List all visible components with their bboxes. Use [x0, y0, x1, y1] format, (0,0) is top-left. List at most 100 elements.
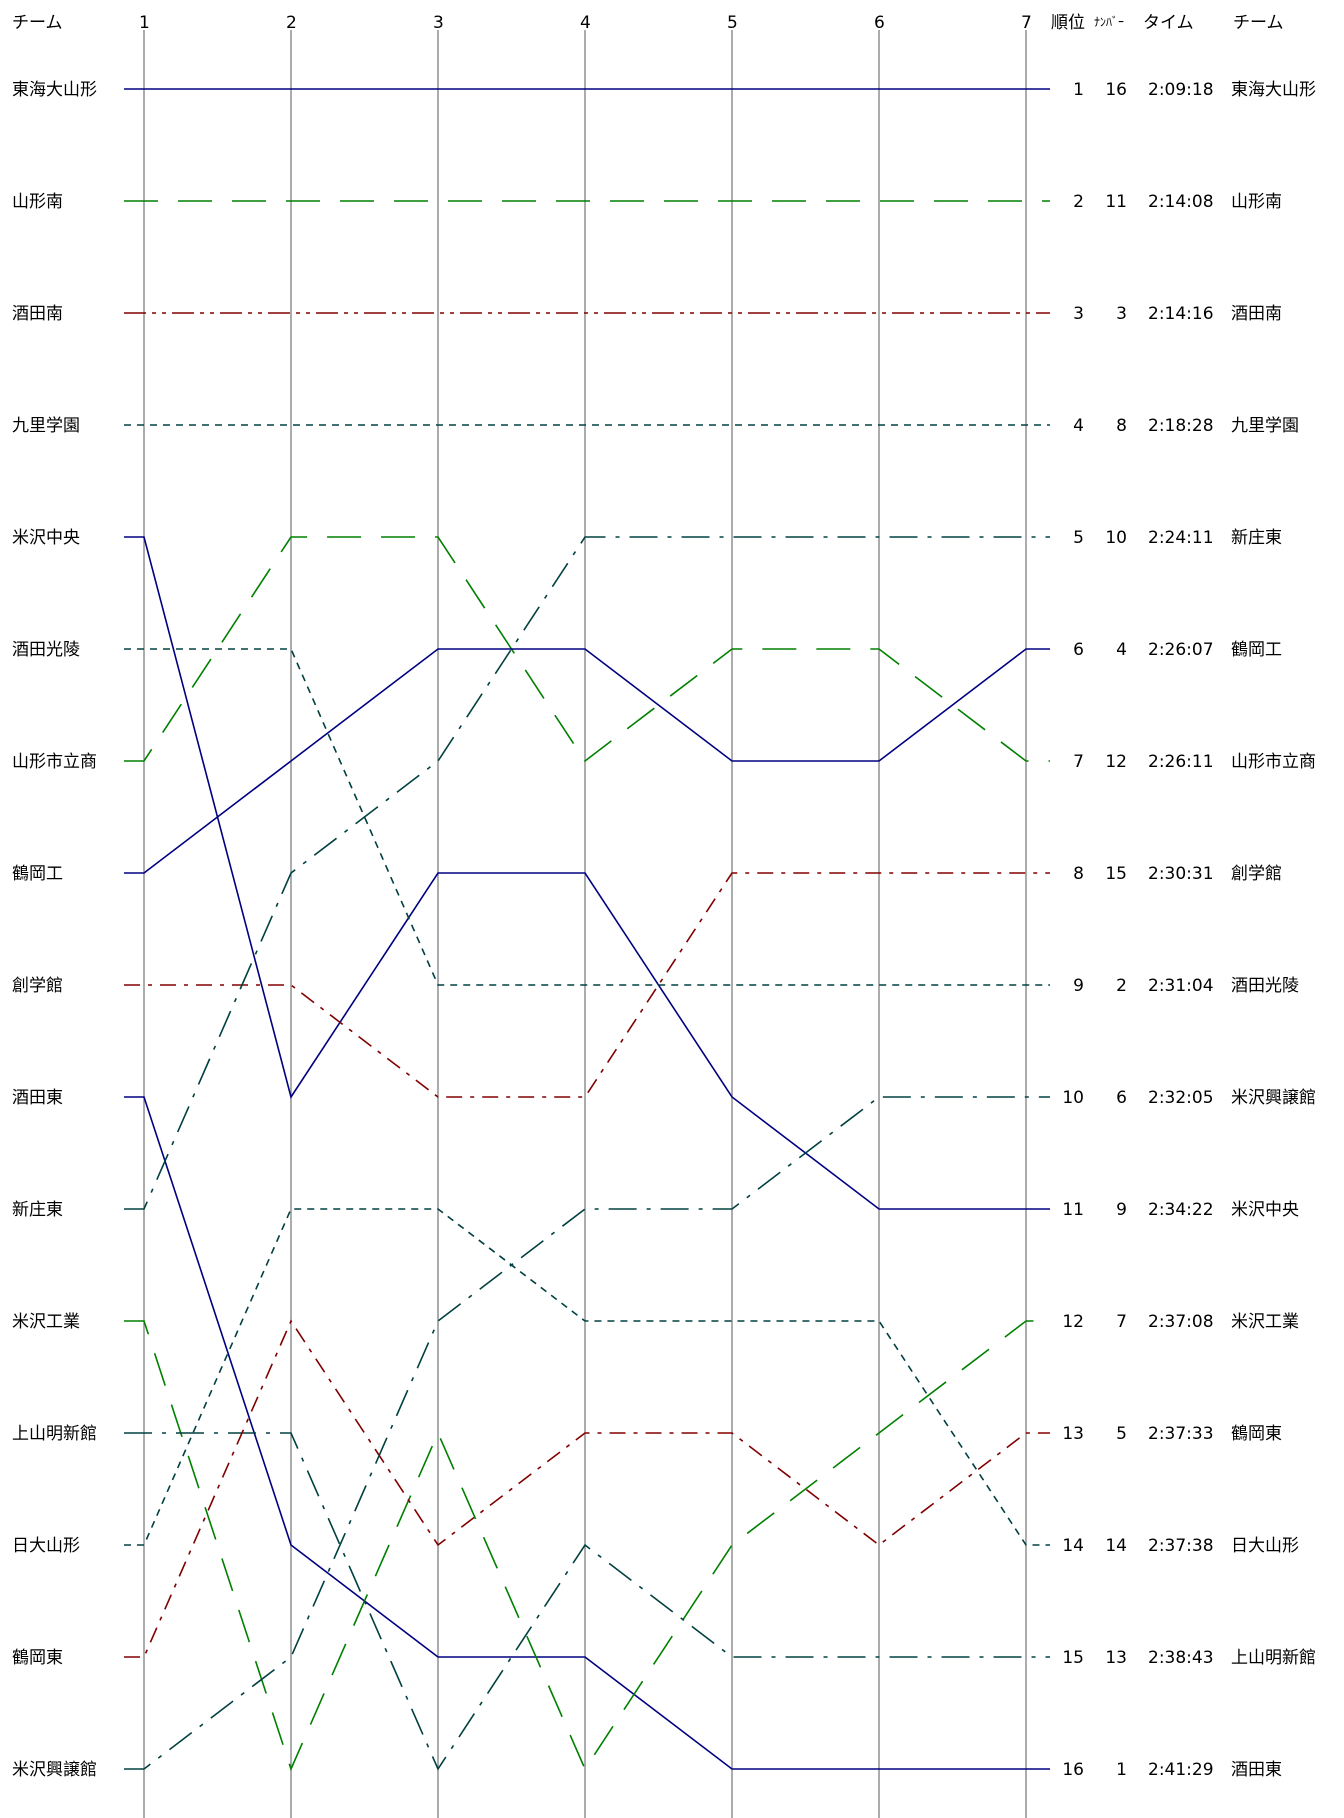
section-label-6: 6: [874, 13, 885, 33]
start-team-label: 九里学園: [12, 416, 80, 436]
final-rank: 6: [1073, 640, 1084, 660]
section-label-3: 3: [433, 13, 444, 33]
team-line-7: [124, 536, 1050, 763]
team-number: 12: [1105, 752, 1127, 772]
start-team-label: 新庄東: [12, 1200, 63, 1220]
start-team-label: 山形市立商: [12, 752, 97, 772]
team-line-5: [124, 536, 1050, 1210]
team-number: 6: [1116, 1088, 1127, 1108]
section-label-2: 2: [286, 13, 297, 33]
start-team-label: 米沢興譲館: [12, 1760, 97, 1780]
team-line-15: [124, 1319, 1050, 1658]
team-number: 3: [1116, 304, 1127, 324]
team-lines: [124, 88, 1050, 1772]
finish-time: 2:38:43: [1148, 1648, 1214, 1668]
final-team-name: 酒田東: [1231, 1760, 1282, 1780]
finish-time: 2:18:28: [1148, 416, 1214, 436]
finish-time: 2:37:08: [1148, 1312, 1214, 1332]
final-rank: 12: [1062, 1312, 1084, 1332]
team-line-14: [124, 1208, 1050, 1546]
team-number: 14: [1105, 1536, 1127, 1556]
start-team-label: 鶴岡工: [12, 864, 63, 884]
team-number: 4: [1116, 640, 1127, 660]
team-number: 13: [1105, 1648, 1127, 1668]
final-rank: 5: [1073, 528, 1084, 548]
final-team-name: 日大山形: [1231, 1536, 1299, 1556]
final-rank: 3: [1073, 304, 1084, 324]
team-line-12: [124, 1320, 1050, 1772]
final-team-name: 九里学園: [1231, 416, 1299, 436]
start-team-label: 酒田光陵: [12, 640, 80, 660]
start-team-label: 米沢工業: [12, 1312, 80, 1332]
final-team-name: 鶴岡工: [1231, 640, 1282, 660]
team-number: 9: [1116, 1200, 1127, 1220]
final-team-name: 酒田光陵: [1231, 976, 1299, 996]
finish-time: 2:14:08: [1148, 192, 1214, 212]
final-team-name: 酒田南: [1231, 304, 1282, 324]
final-rank: 15: [1062, 1648, 1084, 1668]
team-number: 11: [1105, 192, 1127, 212]
header-time: タイム: [1143, 13, 1194, 33]
team-line-10: [124, 1096, 1050, 1770]
start-team-label: 日大山形: [12, 1536, 80, 1556]
final-team-name: 東海大山形: [1231, 80, 1316, 100]
finish-time: 2:37:33: [1148, 1424, 1214, 1444]
final-rank: 10: [1062, 1088, 1084, 1108]
team-number: 10: [1105, 528, 1127, 548]
header-rank: 順位: [1051, 13, 1085, 33]
team-number: 8: [1116, 416, 1127, 436]
start-team-label: 創学館: [12, 976, 63, 996]
final-rank: 1: [1073, 80, 1084, 100]
final-team-name: 米沢中央: [1231, 1200, 1299, 1220]
finish-time: 2:09:18: [1148, 80, 1214, 100]
team-line-9: [124, 872, 1050, 1098]
team-line-8: [124, 648, 1050, 874]
team-line-13: [124, 1432, 1050, 1771]
finish-time: 2:37:38: [1148, 1536, 1214, 1556]
final-rank: 7: [1073, 752, 1084, 772]
final-rank: 11: [1062, 1200, 1084, 1220]
section-label-4: 4: [580, 13, 591, 33]
final-team-name: 山形南: [1231, 192, 1282, 212]
start-team-label: 上山明新館: [12, 1424, 97, 1444]
team-number: 1: [1116, 1760, 1127, 1780]
final-team-name: 米沢興譲館: [1231, 1088, 1316, 1108]
final-team-name: 創学館: [1231, 864, 1282, 884]
start-team-label: 米沢中央: [12, 528, 80, 548]
section-label-1: 1: [139, 13, 150, 33]
section-label-7: 7: [1021, 13, 1032, 33]
section-label-5: 5: [727, 13, 738, 33]
final-rank: 13: [1062, 1424, 1084, 1444]
final-team-name: 上山明新館: [1231, 1648, 1316, 1668]
finish-time: 2:26:11: [1148, 752, 1214, 772]
section-gridlines: [143, 30, 1027, 1818]
final-rank: 2: [1073, 192, 1084, 212]
finish-time: 2:24:11: [1148, 528, 1214, 548]
finish-time: 2:31:04: [1148, 976, 1214, 996]
header-number: ﾅﾝﾊﾞｰ: [1094, 15, 1124, 29]
final-rank: 8: [1073, 864, 1084, 884]
team-number: 16: [1105, 80, 1127, 100]
team-line-6: [124, 648, 1050, 986]
final-rank: 14: [1062, 1536, 1084, 1556]
team-number: 7: [1116, 1312, 1127, 1332]
column-headers: チーム 順位 ﾅﾝﾊﾞｰ タイム チーム: [12, 13, 1284, 33]
final-rank: 16: [1062, 1760, 1084, 1780]
final-team-name: 米沢工業: [1231, 1312, 1299, 1332]
final-team-name: 鶴岡東: [1231, 1424, 1282, 1444]
finish-time: 2:34:22: [1148, 1200, 1214, 1220]
start-team-label: 酒田南: [12, 304, 63, 324]
header-team-right: チーム: [1233, 13, 1284, 33]
final-team-name: 山形市立商: [1231, 752, 1316, 772]
header-team-left: チーム: [12, 13, 63, 33]
finish-time: 2:30:31: [1148, 864, 1214, 884]
final-team-name: 新庄東: [1231, 528, 1282, 548]
final-rank: 9: [1073, 976, 1084, 996]
team-number: 15: [1105, 864, 1127, 884]
finish-time: 2:32:05: [1148, 1088, 1214, 1108]
team-number: 2: [1116, 976, 1127, 996]
start-team-label: 山形南: [12, 192, 63, 212]
final-rank: 4: [1073, 416, 1084, 436]
